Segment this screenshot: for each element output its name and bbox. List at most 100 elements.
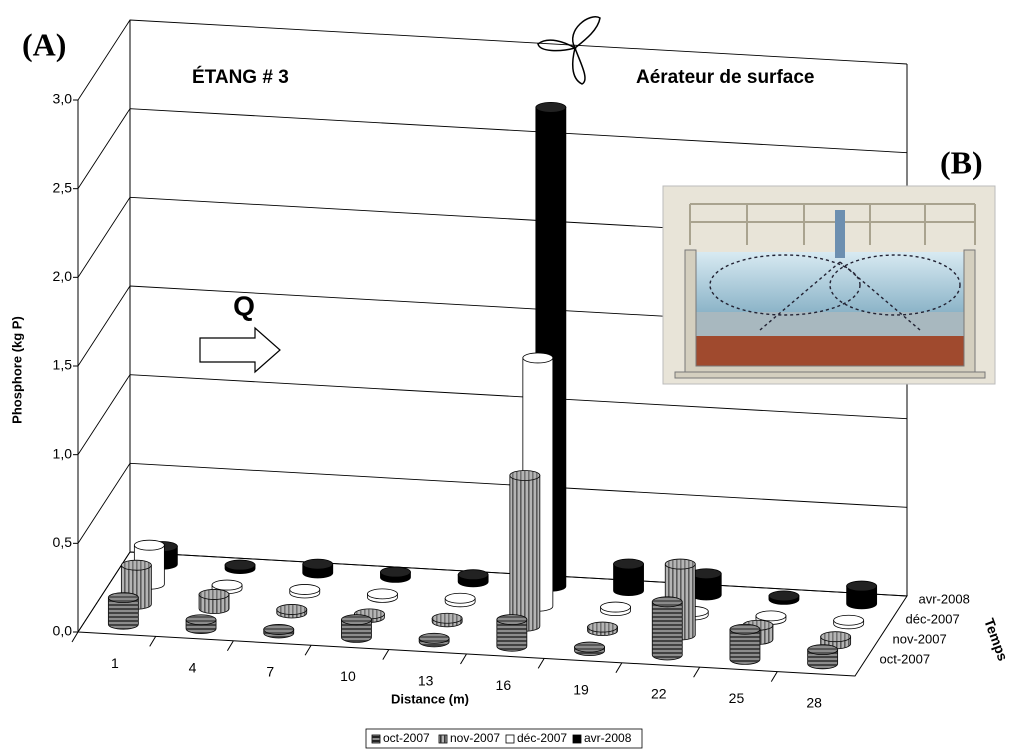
bar-top-hatch — [808, 645, 838, 655]
bar-top-hatch — [575, 642, 605, 652]
grid-line — [78, 109, 907, 189]
bar — [458, 570, 488, 587]
bar-top — [212, 580, 242, 590]
bar — [730, 624, 760, 664]
bar — [601, 602, 631, 616]
bar-top — [536, 102, 566, 112]
legend-label: avr-2008 — [584, 731, 632, 745]
x-tick — [694, 667, 700, 677]
x-tick — [616, 663, 622, 673]
depth-label: avr-2008 — [919, 591, 970, 606]
grid-line — [78, 463, 907, 543]
bar-top — [458, 570, 488, 580]
depth-label: oct-2007 — [880, 651, 931, 666]
y-tick-label: 3,0 — [53, 91, 73, 107]
x-tick — [227, 641, 233, 651]
x-tick-label: 28 — [806, 695, 822, 711]
x-tick — [538, 658, 544, 668]
x-tick — [305, 645, 311, 655]
bar — [510, 470, 540, 631]
bar-top-hatch — [432, 613, 462, 623]
bar — [432, 613, 462, 627]
bar-top — [380, 567, 410, 577]
bar-top — [769, 591, 799, 601]
bar — [614, 559, 644, 596]
bar-top-hatch — [588, 622, 618, 632]
legend-swatch-hatch — [372, 735, 380, 743]
flow-arrow — [200, 328, 280, 372]
x-axis-title: Distance (m) — [391, 691, 469, 706]
bar-top-hatch — [341, 615, 371, 625]
x-tick-label: 1 — [111, 655, 119, 671]
annotation: (B) — [940, 144, 983, 180]
x-tick — [461, 654, 467, 664]
bar — [769, 591, 799, 605]
y-tick-label: 0,0 — [53, 623, 73, 639]
bar — [264, 624, 294, 638]
bar-top — [303, 559, 333, 569]
bar-top — [134, 540, 164, 550]
y-tick-label: 1,5 — [53, 357, 73, 373]
annotation: (A) — [22, 26, 66, 62]
bar-top-hatch — [510, 470, 540, 480]
annotation: ÉTANG # 3 — [192, 66, 289, 88]
bar — [419, 633, 449, 647]
bar-top — [847, 581, 877, 591]
bar-top-hatch — [264, 624, 294, 634]
y-tick-label: 2,0 — [53, 268, 73, 284]
bar-top — [367, 589, 397, 599]
bar — [497, 615, 527, 652]
bar-hatch — [652, 602, 682, 660]
bar — [225, 560, 255, 574]
bar — [367, 589, 397, 603]
bar — [691, 569, 721, 600]
y-axis-title: Phosphore (kg P) — [9, 316, 24, 424]
bar-top-hatch — [652, 597, 682, 607]
x-tick — [72, 632, 78, 642]
bar-top-hatch — [419, 633, 449, 643]
legend-swatch — [573, 735, 581, 743]
z-axis-title: Temps — [981, 616, 1010, 663]
bar-top-hatch — [121, 560, 151, 570]
x-tick — [771, 672, 777, 682]
x-tick-label: 22 — [651, 686, 667, 702]
x-tick — [150, 636, 156, 646]
bar — [445, 593, 475, 607]
bar-top-hatch — [497, 615, 527, 625]
depth-label: nov-2007 — [893, 631, 947, 646]
bar-top-hatch — [186, 615, 216, 625]
bar — [808, 645, 838, 669]
bar — [199, 589, 229, 613]
x-tick-label: 19 — [573, 681, 589, 697]
legend-swatch-hatch — [439, 735, 447, 743]
legend-label: déc-2007 — [517, 731, 567, 745]
grid-line — [78, 375, 907, 455]
bar — [186, 615, 216, 634]
bar-top-hatch — [821, 632, 851, 642]
bar — [341, 615, 371, 643]
bar-top-hatch — [730, 624, 760, 634]
y-tick-label: 0,5 — [53, 534, 73, 550]
legend-swatch — [506, 735, 514, 743]
inset-image — [663, 186, 995, 384]
depth-label: déc-2007 — [906, 611, 960, 626]
annotation: Aérateur de surface — [636, 67, 814, 88]
bar — [108, 593, 138, 630]
bar-top — [225, 560, 255, 570]
bar — [380, 567, 410, 582]
x-tick-label: 7 — [266, 664, 274, 680]
bar-top — [445, 593, 475, 603]
chart: 0,00,51,01,52,02,53,014710131619222528oc… — [0, 0, 1010, 749]
bar — [277, 604, 307, 618]
bar-top — [834, 615, 864, 625]
bar — [303, 559, 333, 578]
x-tick — [383, 650, 389, 660]
bar-hatch — [510, 475, 540, 631]
legend-label: oct-2007 — [383, 731, 430, 745]
legend-label: nov-2007 — [450, 731, 500, 745]
page: 0,00,51,01,52,02,53,014710131619222528oc… — [0, 0, 1010, 749]
x-tick-label: 10 — [340, 668, 356, 684]
x-tick-label: 16 — [496, 677, 512, 693]
bar — [834, 615, 864, 629]
bar-top — [691, 569, 721, 579]
